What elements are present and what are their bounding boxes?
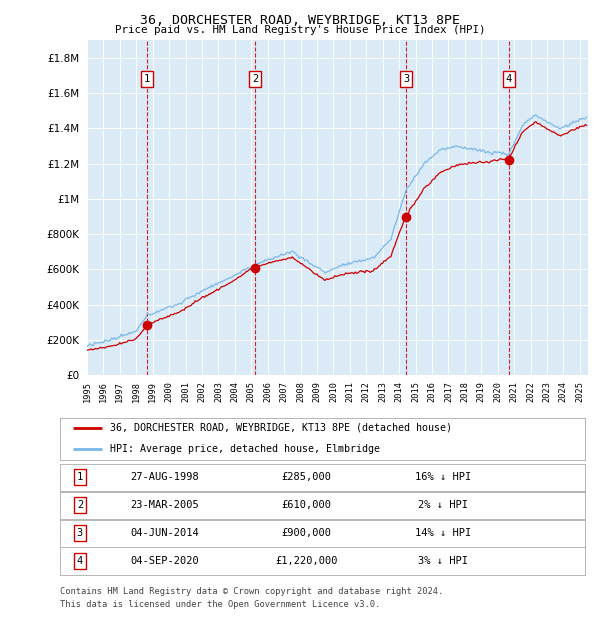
Text: Price paid vs. HM Land Registry's House Price Index (HPI): Price paid vs. HM Land Registry's House … <box>115 25 485 35</box>
Text: 23-MAR-2005: 23-MAR-2005 <box>131 500 199 510</box>
Text: 36, DORCHESTER ROAD, WEYBRIDGE, KT13 8PE (detached house): 36, DORCHESTER ROAD, WEYBRIDGE, KT13 8PE… <box>110 423 452 433</box>
Text: 2: 2 <box>77 500 83 510</box>
Text: 2% ↓ HPI: 2% ↓ HPI <box>418 500 468 510</box>
Text: HPI: Average price, detached house, Elmbridge: HPI: Average price, detached house, Elmb… <box>110 444 380 454</box>
Text: 1: 1 <box>144 74 150 84</box>
Text: 3: 3 <box>403 74 409 84</box>
Text: 04-SEP-2020: 04-SEP-2020 <box>131 556 199 566</box>
Text: £285,000: £285,000 <box>282 472 332 482</box>
Text: £900,000: £900,000 <box>282 528 332 538</box>
Text: 27-AUG-1998: 27-AUG-1998 <box>131 472 199 482</box>
Text: 3% ↓ HPI: 3% ↓ HPI <box>418 556 468 566</box>
Text: 16% ↓ HPI: 16% ↓ HPI <box>415 472 472 482</box>
Text: £1,220,000: £1,220,000 <box>275 556 338 566</box>
Text: Contains HM Land Registry data © Crown copyright and database right 2024.: Contains HM Land Registry data © Crown c… <box>60 587 443 596</box>
Text: 4: 4 <box>506 74 512 84</box>
Text: 4: 4 <box>77 556 83 566</box>
Text: 2: 2 <box>252 74 258 84</box>
Text: 36, DORCHESTER ROAD, WEYBRIDGE, KT13 8PE: 36, DORCHESTER ROAD, WEYBRIDGE, KT13 8PE <box>140 14 460 27</box>
Text: This data is licensed under the Open Government Licence v3.0.: This data is licensed under the Open Gov… <box>60 600 380 609</box>
Text: 04-JUN-2014: 04-JUN-2014 <box>131 528 199 538</box>
Text: 1: 1 <box>77 472 83 482</box>
Text: £610,000: £610,000 <box>282 500 332 510</box>
Text: 14% ↓ HPI: 14% ↓ HPI <box>415 528 472 538</box>
Text: 3: 3 <box>77 528 83 538</box>
